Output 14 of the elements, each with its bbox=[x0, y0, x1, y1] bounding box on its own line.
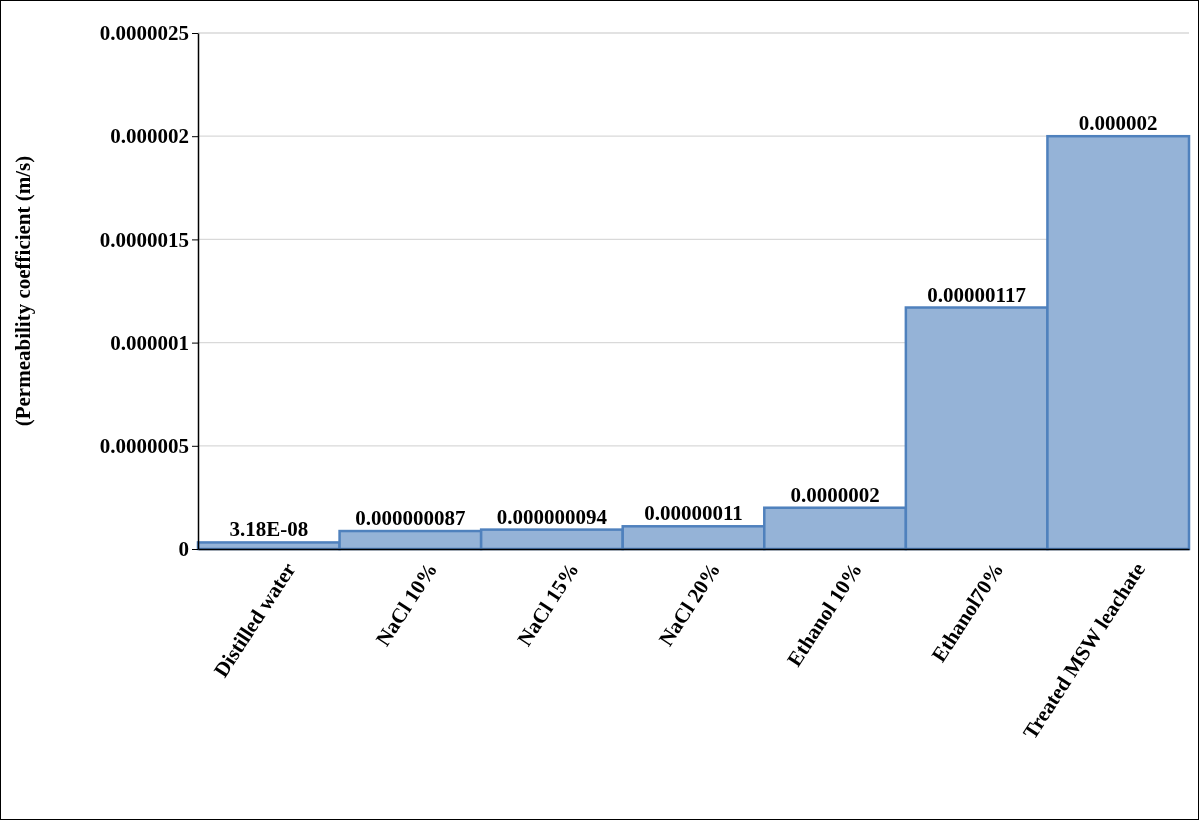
data-label: 0.000000094 bbox=[496, 504, 608, 529]
y-tick-label: 0.0000025 bbox=[99, 21, 189, 46]
data-label: 0.000002 bbox=[1078, 111, 1158, 136]
data-label: 0.00000117 bbox=[927, 282, 1026, 307]
y-tick-label: 0.000002 bbox=[110, 124, 189, 149]
data-label: 0.0000002 bbox=[790, 482, 880, 507]
data-label: 0.00000011 bbox=[644, 501, 743, 526]
y-tick-label: 0.000001 bbox=[110, 330, 189, 355]
y-tick-label: 0.0000015 bbox=[99, 227, 189, 252]
data-label: 0.000000087 bbox=[355, 506, 466, 531]
y-tick-label: 0 bbox=[178, 537, 189, 562]
y-tick-label: 0.0000005 bbox=[99, 434, 189, 459]
y-axis-title: (Permeability coefficient (m/s) bbox=[11, 155, 35, 427]
data-label: 3.18E-08 bbox=[229, 517, 309, 542]
